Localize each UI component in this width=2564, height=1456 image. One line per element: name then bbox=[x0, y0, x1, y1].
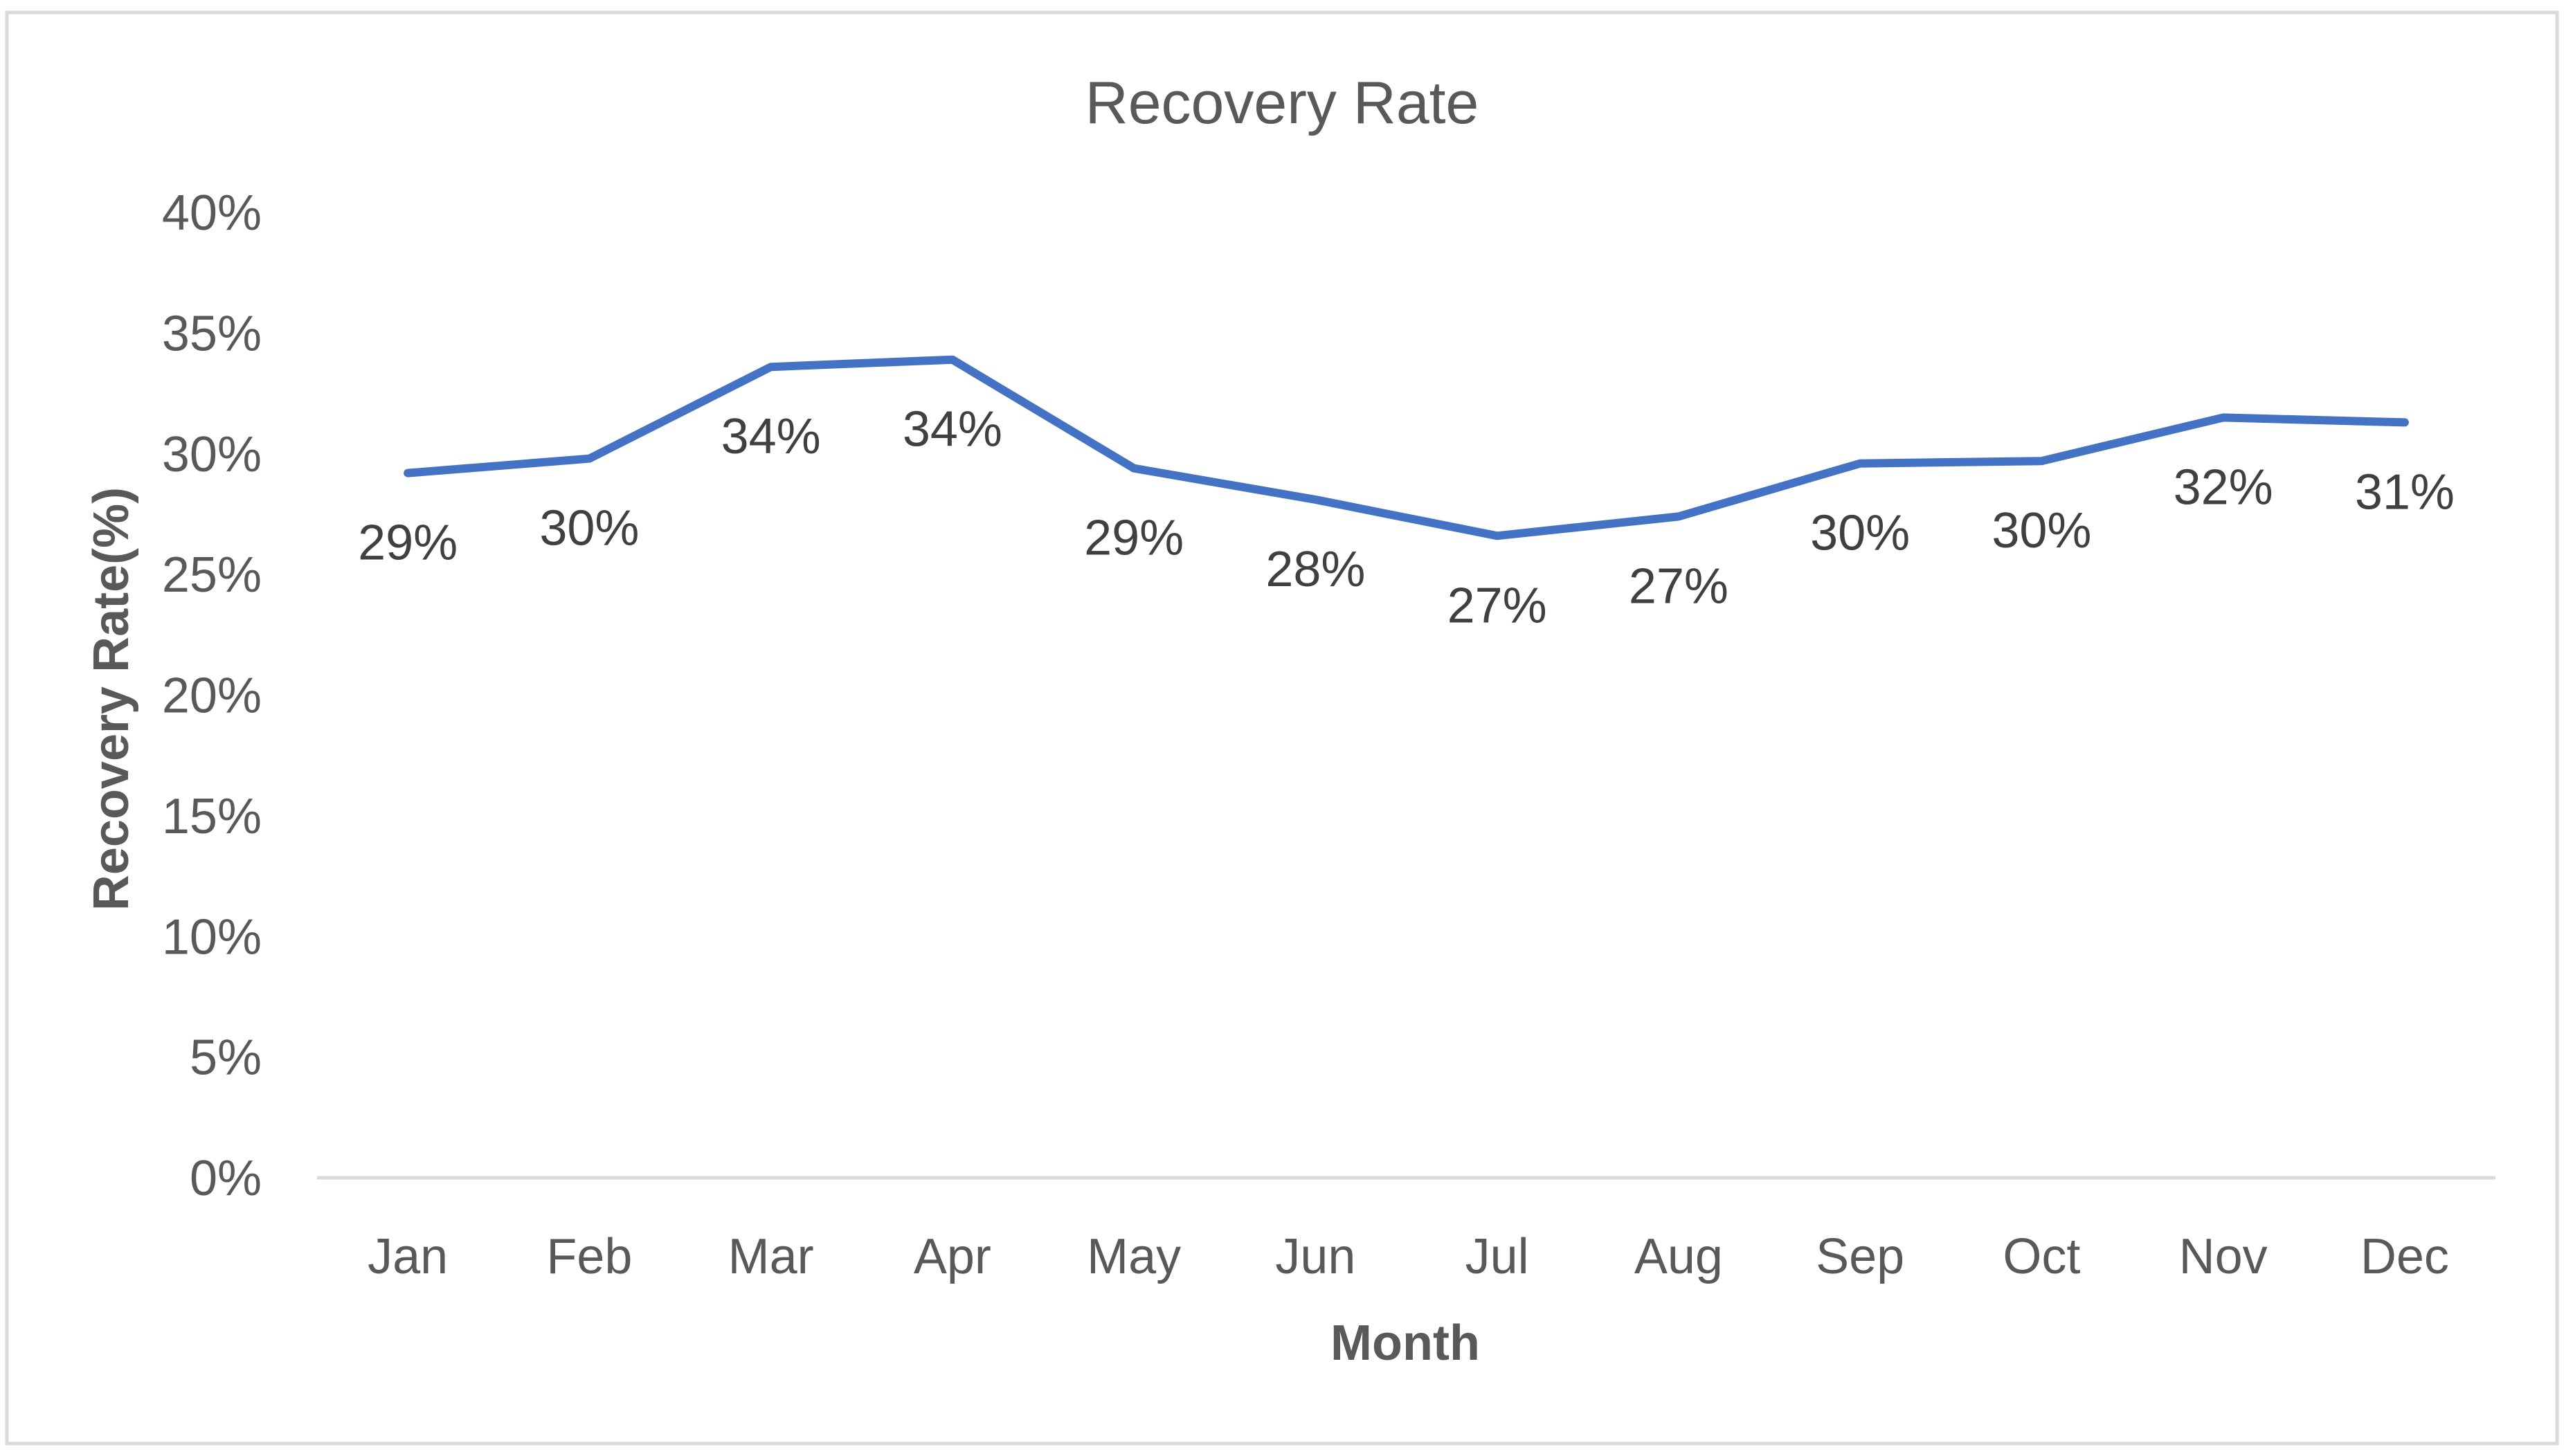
recovery-rate-series-line bbox=[404, 355, 2409, 540]
y-axis-ticks: 0% 5% 10% 15% 20% 25% 30% 35% 40% bbox=[162, 185, 262, 1206]
chart-title: Recovery Rate bbox=[1085, 70, 1479, 136]
x-tick-label: Aug bbox=[1634, 1229, 1723, 1284]
x-tick-label: Feb bbox=[546, 1229, 632, 1284]
data-label: 29% bbox=[358, 516, 458, 571]
y-tick-label: 0% bbox=[190, 1151, 262, 1206]
y-tick-label: 30% bbox=[162, 427, 262, 482]
data-label: 27% bbox=[1629, 558, 1728, 614]
chart-border bbox=[5, 10, 2559, 1446]
data-label: 29% bbox=[1084, 511, 1184, 566]
data-labels: 29% 30% 34% 34% 29% 28% 27% 27% 30% 30% 32% 31% bbox=[358, 402, 2455, 634]
data-label: 31% bbox=[2355, 464, 2455, 520]
x-tick-label: Mar bbox=[728, 1229, 814, 1284]
y-tick-label: 25% bbox=[162, 547, 262, 603]
x-tick-label: Dec bbox=[2360, 1229, 2449, 1284]
x-axis-ticks: Jan Feb Mar Apr May Jun Jul Aug Sep Oct Nov Dec bbox=[368, 1229, 2449, 1284]
x-tick-label: Apr bbox=[914, 1229, 991, 1284]
data-label: 34% bbox=[721, 409, 821, 464]
y-tick-label: 20% bbox=[162, 668, 262, 724]
x-tick-label: Jul bbox=[1465, 1229, 1529, 1284]
data-label: 27% bbox=[1447, 578, 1547, 633]
data-label: 30% bbox=[1992, 503, 2091, 558]
data-label: 30% bbox=[1810, 506, 1910, 561]
data-label: 32% bbox=[2174, 459, 2273, 515]
y-tick-label: 5% bbox=[190, 1030, 262, 1086]
y-tick-label: 15% bbox=[162, 789, 262, 844]
x-tick-label: May bbox=[1087, 1229, 1181, 1284]
y-tick-label: 10% bbox=[162, 909, 262, 965]
y-tick-label: 35% bbox=[162, 306, 262, 361]
x-tick-label: Sep bbox=[1816, 1229, 1904, 1284]
y-tick-label: 40% bbox=[162, 185, 262, 241]
x-tick-label: Nov bbox=[2179, 1229, 2268, 1284]
data-label: 34% bbox=[903, 402, 1002, 457]
x-tick-label: Oct bbox=[2003, 1229, 2080, 1284]
data-label: 30% bbox=[539, 501, 639, 556]
x-tick-label: Jun bbox=[1275, 1229, 1355, 1284]
x-axis-title: Month bbox=[1330, 1316, 1480, 1371]
x-tick-label: Jan bbox=[368, 1229, 448, 1284]
y-axis-title: Recovery Rate(%) bbox=[84, 487, 139, 911]
data-label: 28% bbox=[1265, 542, 1365, 597]
